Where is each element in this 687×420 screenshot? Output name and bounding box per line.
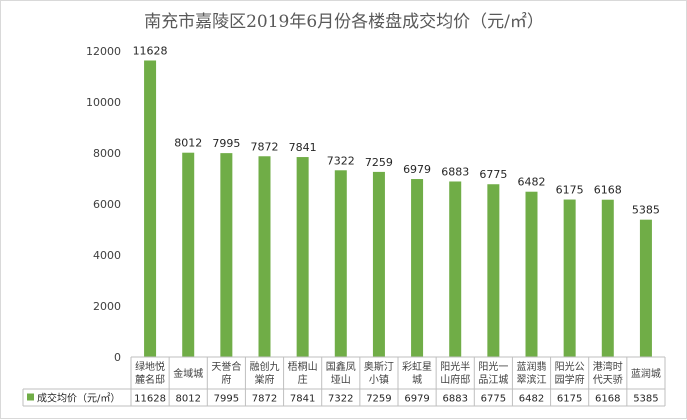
bar <box>258 156 271 357</box>
category-label: 阳光半 <box>440 360 470 373</box>
y-tick-label: 0 <box>114 351 121 364</box>
table-value: 6883 <box>442 394 467 405</box>
data-label: 11628 <box>133 44 168 57</box>
y-axis: 0 2000 4000 6000 8000 10000 12000 <box>86 45 121 364</box>
table-value: 6482 <box>519 394 544 405</box>
data-label: 7841 <box>289 141 317 154</box>
category-label: 园学府 <box>555 373 585 386</box>
bars <box>144 60 652 358</box>
category-label: 府 <box>221 373 231 386</box>
category-label: 棠府 <box>255 373 275 386</box>
table-value: 7872 <box>252 394 277 405</box>
y-tick-label: 12000 <box>86 45 121 58</box>
table-value: 6168 <box>595 394 620 405</box>
data-label: 6979 <box>403 163 431 176</box>
y-tick-label: 2000 <box>93 300 121 313</box>
bar <box>487 184 500 357</box>
table-value: 6979 <box>404 394 429 405</box>
data-label: 6168 <box>594 184 622 197</box>
category-label: 绿地悦 <box>135 360 165 373</box>
bar <box>639 219 652 357</box>
table-value: 8012 <box>175 394 200 405</box>
bar <box>525 191 538 357</box>
category-label: 阳光一 <box>478 360 508 373</box>
legend-swatch <box>27 393 34 401</box>
bar <box>296 157 309 357</box>
category-label: 小镇 <box>369 373 389 386</box>
table-value: 6175 <box>557 394 582 405</box>
data-label: 6482 <box>518 176 546 189</box>
category-label: 融创九 <box>250 360 280 373</box>
data-labels: 11628 8012 7995 7872 7841 7322 7259 6979 6883 677… <box>133 44 660 216</box>
data-label: 7259 <box>365 156 393 169</box>
series-name: 成交均价（元/㎡） <box>37 392 120 405</box>
table-value: 6775 <box>481 394 506 405</box>
bar <box>563 199 576 357</box>
table-value: 7841 <box>290 394 315 405</box>
category-label: 奥斯汀 <box>364 360 394 373</box>
bar <box>411 179 424 357</box>
data-label: 7872 <box>251 140 279 153</box>
data-label: 6175 <box>556 184 584 197</box>
category-label: 蓝润翡 <box>517 360 547 373</box>
category-label: 麓名邸 <box>135 373 165 386</box>
y-tick-label: 4000 <box>93 249 121 262</box>
category-label: 国鑫凤 <box>326 360 356 373</box>
data-label: 7322 <box>327 154 355 167</box>
data-label: 6775 <box>479 168 507 181</box>
data-label: 5385 <box>632 204 660 217</box>
category-label: 垭山 <box>331 373 351 386</box>
y-tick-label: 8000 <box>93 147 121 160</box>
chart-title: 南充市嘉陵区2019年6月份各楼盘成交均价（元/㎡） <box>144 12 544 32</box>
bar <box>372 171 385 357</box>
category-label: 阳光公 <box>555 360 585 373</box>
data-label: 6883 <box>441 165 469 178</box>
category-label: 彩虹星 <box>402 361 432 373</box>
data-label: 8012 <box>174 137 202 150</box>
category-label: 山府邸 <box>440 373 470 386</box>
bar <box>220 153 233 357</box>
bar <box>449 181 462 357</box>
category-label: 翠滨江 <box>517 373 547 386</box>
category-label: 代天骄 <box>593 374 623 386</box>
category-label: 金域城 <box>173 367 203 380</box>
category-label: 品江城 <box>478 374 508 386</box>
category-label: 庄 <box>298 373 308 386</box>
table-value: 7259 <box>366 394 391 405</box>
category-label: 蓝润城 <box>631 367 661 380</box>
category-label: 梧桐山 <box>288 360 318 373</box>
y-tick-label: 10000 <box>86 96 121 109</box>
table-value: 7322 <box>328 394 353 405</box>
bar <box>601 199 614 357</box>
bar <box>144 60 157 358</box>
bar <box>334 170 347 357</box>
table-value: 5385 <box>633 394 658 405</box>
data-label: 7995 <box>212 137 240 150</box>
table-value: 7995 <box>214 394 239 405</box>
category-label: 城 <box>412 374 422 386</box>
table-value: 11628 <box>134 394 166 405</box>
y-tick-label: 6000 <box>93 198 121 211</box>
bar <box>182 152 195 357</box>
category-label: 天誉合 <box>211 360 241 373</box>
category-label: 港湾时 <box>593 360 623 373</box>
